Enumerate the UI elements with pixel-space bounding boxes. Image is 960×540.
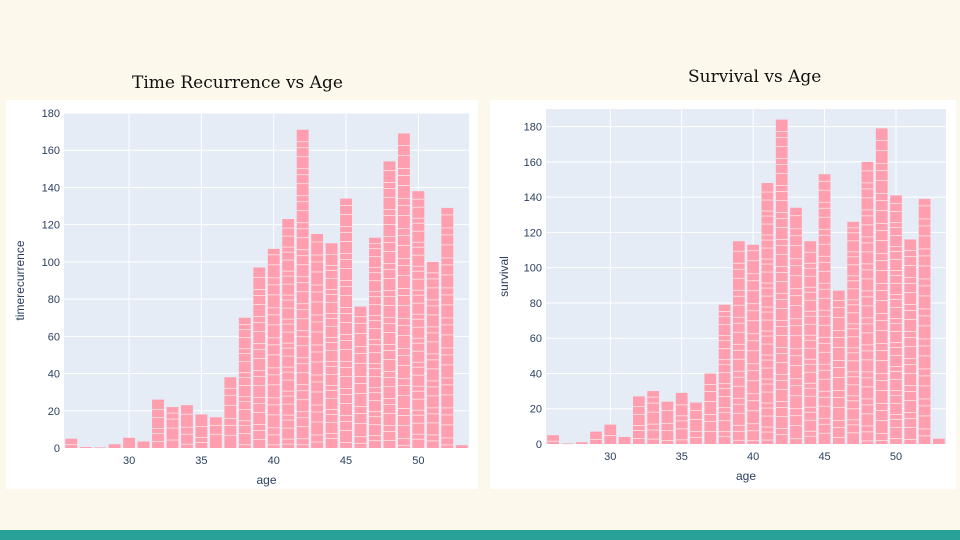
bar [79,447,92,448]
x-tick-label: 35 [195,455,207,467]
bar [94,447,107,449]
bar [933,438,945,444]
bar [65,438,78,448]
bar [790,207,802,444]
x-tick-label: 30 [604,451,616,463]
y-tick-label: 20 [48,406,60,418]
y-tick-label: 120 [42,220,60,232]
bar [875,128,888,444]
chart-title-survival: Survival vs Age [688,67,822,87]
bar [561,443,574,445]
bar [152,399,164,448]
bar [426,261,439,448]
bar [354,306,367,448]
bar [296,129,309,448]
bar [311,233,324,448]
y-tick-label: 0 [54,443,60,455]
survival-chart-panel: 0 20 40 60 80 100 120 140 160 180 30 35 40 45 50 age sur… [490,100,956,489]
x-tick-label: 40 [747,451,759,463]
bar [108,444,121,448]
bar [325,243,338,448]
footer-accent-bar [0,530,960,540]
y-axis-title: timerecurrence [13,240,27,320]
bar [369,237,381,448]
bar [861,161,874,444]
bar [704,373,717,444]
y-tick-label: 60 [48,331,60,343]
y-tick-label: 100 [42,257,60,269]
bar [547,435,559,444]
bar [397,133,410,448]
y-tick-label: 180 [42,108,60,120]
x-tick-label: 40 [268,455,280,467]
bar [804,241,817,444]
y-tick-label: 160 [42,145,60,157]
bar [441,207,454,448]
bar [818,174,831,444]
bar [647,391,659,444]
bar [123,437,136,448]
x-tick-label: 50 [890,451,902,463]
x-axis-title: age [736,469,756,483]
y-tick-label: 100 [524,263,542,275]
y-tick-label: 40 [530,368,542,380]
bar [383,161,396,448]
y-tick-label: 140 [524,192,542,204]
y-axis-title: survival [497,256,511,297]
y-tick-label: 0 [536,439,542,451]
time-recurrence-chart-panel: 0 20 40 60 80 100 120 140 160 180 30 35 40 45 50 age tim… [6,100,478,489]
y-tick-label: 60 [530,333,542,345]
y-tick-label: 80 [48,294,60,306]
bar [733,241,745,444]
bar [340,198,352,448]
bar [238,317,251,448]
bar [890,195,902,444]
bar [604,424,617,444]
bar [455,445,468,448]
bar [575,442,588,444]
bar [137,441,150,448]
bar [166,407,179,448]
time-recurrence-chart: 0 20 40 60 80 100 120 140 160 180 30 35 40 45 50 age tim… [13,108,469,487]
y-tick-label: 140 [42,182,60,194]
bar [690,402,702,444]
x-tick-label: 45 [340,455,352,467]
bar [918,198,931,444]
x-tick-label: 30 [123,455,135,467]
y-tick-label: 20 [530,404,542,416]
bar [661,401,674,444]
bar [224,377,237,448]
bar [618,436,631,444]
bar [590,431,602,444]
y-tick-label: 180 [524,122,542,134]
bar [267,248,280,448]
y-tick-label: 120 [524,227,542,239]
survival-chart: 0 20 40 60 80 100 120 140 160 180 30 35 40 45 50 age sur… [497,109,946,483]
bar [282,219,295,448]
bar [675,392,688,444]
bar [761,183,774,444]
x-tick-label: 35 [676,451,688,463]
bar [904,239,917,444]
bar [195,414,208,448]
x-axis-title: age [256,473,276,487]
y-tick-label: 160 [524,157,542,169]
bar [209,417,222,448]
x-tick-label: 45 [818,451,830,463]
bar [633,396,645,444]
bar [747,244,759,444]
bar [181,405,193,448]
bar [253,267,266,448]
y-tick-label: 40 [48,369,60,381]
bar [833,290,845,444]
y-tick-label: 80 [530,298,542,310]
chart-title-time-recurrence: Time Recurrence vs Age [132,73,343,93]
bar [412,191,425,448]
bar [847,221,859,444]
x-tick-label: 50 [412,455,424,467]
bar [775,119,788,444]
bar [718,304,731,444]
